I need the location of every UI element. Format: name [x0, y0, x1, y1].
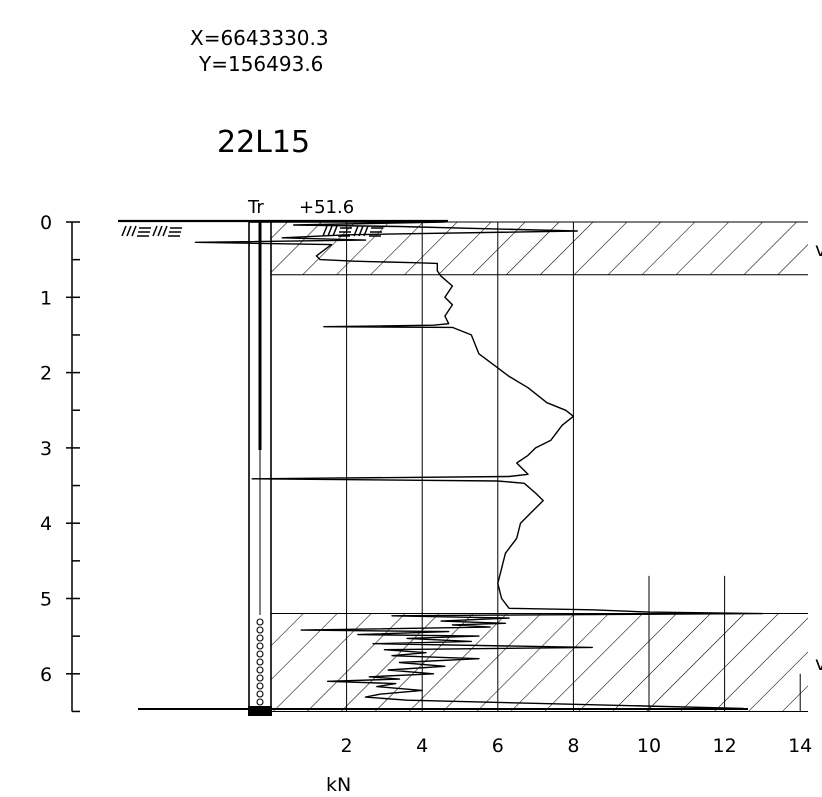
gravel-circle [256, 690, 264, 698]
depth-tick-label-4: 4 [40, 513, 52, 535]
layer-hatch-2 [271, 613, 808, 712]
depth-tick-label-6: 6 [40, 664, 52, 686]
chart-title: 22L15 [217, 125, 310, 160]
gravel-circle [256, 634, 264, 642]
gravel-circle [256, 682, 264, 690]
x-tick-label-6: 6 [492, 735, 504, 757]
x-axis-title: kN [326, 774, 351, 796]
coordinate-x: X=6643330.3 [190, 26, 329, 50]
force-axis: 2 4 6 8 10 12 14 [341, 735, 813, 757]
layer-mark-upper: v [815, 239, 822, 261]
x-tick-label-2: 2 [341, 735, 353, 757]
coordinate-y: Y=156493.6 [198, 52, 323, 76]
resistance-curve [194, 221, 764, 710]
depth-tick-label-2: 2 [40, 363, 52, 385]
layer-mark-lower: v [815, 653, 822, 675]
borehole-end [248, 706, 272, 716]
method-label: Tr [247, 197, 264, 218]
gravel-circle [256, 666, 264, 674]
depth-tick-label-5: 5 [40, 589, 52, 611]
gravel-symbols [256, 618, 264, 706]
gravel-circle [256, 674, 264, 682]
depth-tick-label-0: 0 [40, 212, 52, 234]
gravel-circle [256, 698, 264, 706]
elevation-label: +51.6 [299, 197, 354, 218]
x-tick-label-10: 10 [637, 735, 661, 757]
depth-tick-label-1: 1 [40, 287, 52, 309]
gravel-circle [256, 658, 264, 666]
ground-surface: v v [118, 219, 822, 710]
x-tick-label-14: 14 [788, 735, 812, 757]
x-tick-label-8: 8 [567, 735, 579, 757]
depth-axis: 0 1 2 3 4 5 6 [40, 212, 80, 713]
x-tick-label-12: 12 [713, 735, 737, 757]
gravel-circle [256, 650, 264, 658]
gravel-circle [256, 626, 264, 634]
borehole-column [248, 221, 272, 716]
gravel-circle [256, 618, 264, 626]
x-tick-label-4: 4 [416, 735, 428, 757]
soil-layers [271, 221, 808, 712]
depth-tick-label-3: 3 [40, 438, 52, 460]
gravel-circle [256, 642, 264, 650]
topsoil-symbol-left [121, 225, 182, 237]
grid-lines [346, 222, 801, 712]
